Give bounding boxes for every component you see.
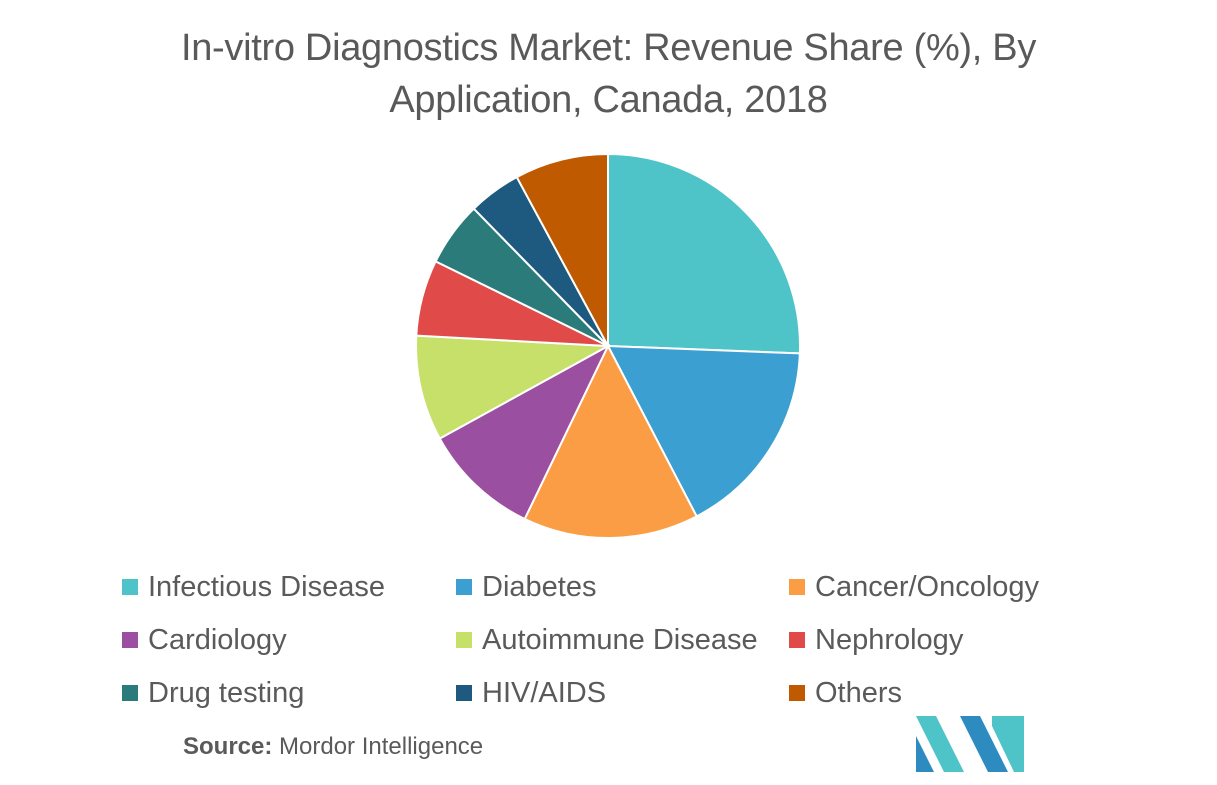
source-label: Source: — [183, 733, 273, 760]
logo-shape-3 — [960, 716, 1008, 772]
mordor-intelligence-logo — [916, 716, 1024, 772]
pie-slice-infectious-disease — [607, 152, 801, 355]
pie-slice-others — [515, 152, 609, 347]
chart-title-line2: Application, Canada, 2018 — [389, 79, 828, 121]
pie-slice-diabetes — [606, 344, 801, 518]
source-note: Source: Mordor Intelligence — [183, 733, 483, 761]
pie-slice-autoimmune-disease — [414, 334, 612, 440]
logo-shape-4 — [992, 716, 1024, 772]
source-text: Mordor Intelligence — [279, 733, 484, 760]
logo-shape-2 — [916, 736, 934, 772]
pie-slice-cancer-oncology — [523, 343, 698, 539]
pie-slice-cardiology — [438, 343, 611, 521]
chart-title-line1: In-vitro Diagnostics Market: Revenue Sha… — [180, 27, 1037, 69]
chart-title: In-vitro Diagnostics Market: Revenue Sha… — [0, 22, 1217, 126]
logo-shape-1 — [916, 716, 964, 772]
